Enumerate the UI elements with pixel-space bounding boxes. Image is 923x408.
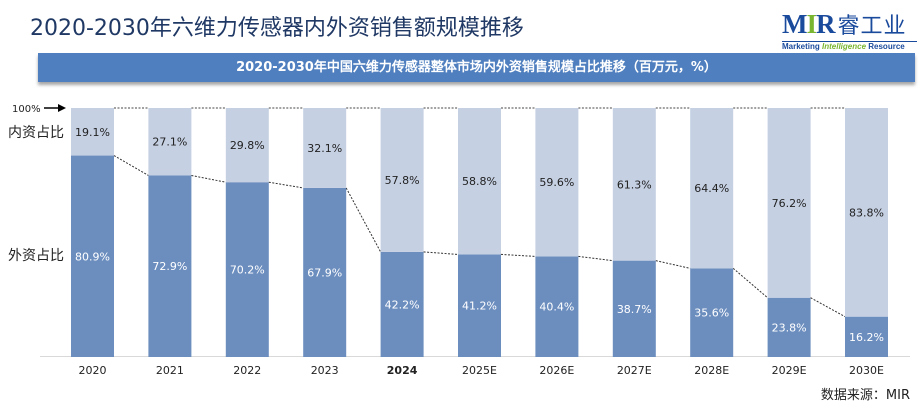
connector-foreign: [500, 253, 536, 257]
bar-foreign: [148, 175, 192, 357]
bar-foreign: [380, 251, 424, 357]
label-foreign: 80.9%: [75, 250, 110, 263]
connector-foreign: [810, 297, 846, 318]
mir-logo: MIR 睿工业 Marketing Intelligence Resource: [782, 8, 917, 51]
page-title: 2020-2030年六维力传感器内外资销售额规模推移: [30, 16, 524, 41]
label-foreign: 16.2%: [849, 331, 884, 344]
label-domestic: 58.8%: [462, 175, 497, 188]
chart-title: 2020-2030年中国六维力传感器整体市场内外资销售规模占比推移（百万元，%）: [38, 53, 915, 82]
x-tick-label: 2022: [233, 364, 261, 377]
connector-foreign: [191, 174, 226, 183]
label-foreign: 40.4%: [539, 301, 574, 314]
bar-foreign: [71, 155, 114, 357]
connector-foreign: [732, 267, 768, 299]
bar-domestic: [303, 108, 347, 188]
bar-domestic: [71, 108, 114, 156]
connector-foreign: [423, 251, 459, 255]
bar-domestic: [225, 108, 269, 183]
bar-domestic: [767, 108, 811, 298]
x-tick-label: 2030E: [849, 364, 884, 377]
x-tick-label: 2027E: [617, 364, 652, 377]
bar-foreign: [612, 260, 656, 357]
bar-domestic: [380, 108, 424, 252]
bar-domestic: [845, 108, 888, 317]
top-marker-label: 100%: [12, 104, 41, 115]
x-tick-label: 2025E: [462, 364, 497, 377]
label-foreign: 23.8%: [772, 321, 807, 334]
x-tick-label: 2028E: [694, 364, 729, 377]
arrow-icon: [58, 104, 66, 112]
bar-domestic: [535, 108, 579, 257]
label-domestic: 27.1%: [152, 136, 187, 149]
label-domestic: 83.8%: [849, 206, 884, 219]
bar-foreign: [690, 268, 734, 357]
connector-foreign: [655, 260, 691, 269]
label-domestic: 32.1%: [307, 142, 342, 155]
label-foreign: 67.9%: [307, 266, 342, 279]
x-tick-label: 2029E: [772, 364, 807, 377]
bar-foreign: [845, 316, 888, 357]
label-domestic: 57.8%: [385, 174, 420, 187]
x-tick-label: 2021: [156, 364, 184, 377]
label-foreign: 41.2%: [462, 300, 497, 313]
bar-foreign: [458, 254, 501, 357]
legend-foreign: 外资占比: [8, 248, 64, 264]
connector-foreign: [345, 187, 382, 253]
label-domestic: 64.4%: [694, 182, 729, 195]
bar-domestic: [690, 108, 734, 269]
bar-foreign: [303, 187, 347, 357]
connector-foreign: [113, 155, 149, 176]
bar-foreign: [225, 182, 269, 357]
label-foreign: 35.6%: [694, 307, 729, 320]
source-note: 数据来源：MIR: [820, 388, 910, 403]
bar-domestic: [148, 108, 192, 176]
x-tick-label: 2024: [387, 364, 418, 377]
bar-domestic: [612, 108, 656, 261]
bar-domestic: [458, 108, 501, 255]
label-domestic: 76.2%: [772, 197, 807, 210]
x-tick-label: 2020: [79, 364, 107, 377]
label-domestic: 29.8%: [230, 139, 265, 152]
connector-foreign: [268, 181, 304, 189]
connector-foreign: [578, 255, 613, 262]
label-foreign: 70.2%: [230, 264, 265, 277]
label-foreign: 42.2%: [385, 298, 420, 311]
x-tick-label: 2026E: [539, 364, 574, 377]
label-domestic: 61.3%: [617, 178, 652, 191]
bar-foreign: [767, 297, 811, 357]
label-foreign: 38.7%: [617, 303, 652, 316]
label-foreign: 72.9%: [152, 260, 187, 273]
legend-domestic: 内资占比: [8, 125, 64, 141]
label-domestic: 19.1%: [75, 126, 110, 139]
bar-foreign: [535, 256, 579, 357]
label-domestic: 59.6%: [539, 176, 574, 189]
x-tick-label: 2023: [311, 364, 339, 377]
